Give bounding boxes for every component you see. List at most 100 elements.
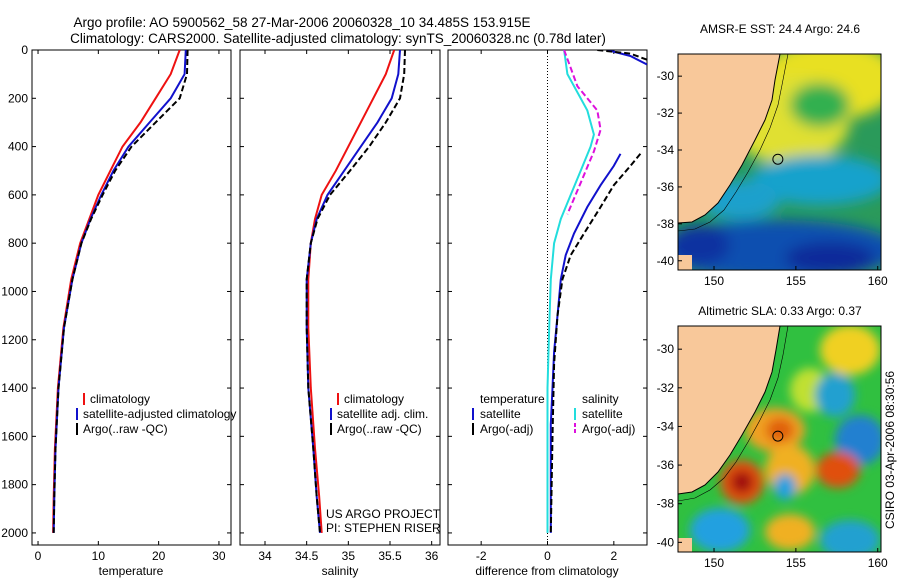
sla-mid-core	[766, 418, 794, 442]
map-x-tick-label: 160	[868, 556, 888, 570]
sst-cold-sw	[678, 225, 730, 265]
x-tick-label: 2	[610, 549, 617, 563]
map-x-tick-label: 160	[868, 274, 888, 288]
sst-shelf-line	[678, 54, 789, 232]
y-tick-label: 1600	[1, 429, 28, 443]
series-line-climatology	[52, 50, 181, 533]
x-tick-label: 0	[35, 549, 42, 563]
temperature-panel: 0 10 20 30 0 200 400 600 800 1000 1200 1400 1600 1800…	[1, 43, 236, 578]
title-line-2: Climatology: CARS2000. Satellite-adjuste…	[70, 31, 606, 46]
map-y-tick-label: -36	[657, 458, 675, 472]
sla-warm-south	[765, 514, 815, 550]
sla-map-panel: Altimetric SLA: 0.33 Argo: 0.37	[657, 304, 888, 570]
map-y-tick-label: -36	[657, 180, 675, 194]
x-tick-label: -2	[476, 549, 487, 563]
map-y-tick-label: -34	[657, 419, 675, 433]
sla-map-ticks: 150 155 160 -30 -32 -34 -36 -38 -40	[657, 342, 888, 570]
map-y-tick-label: -38	[657, 497, 675, 511]
y-tick-label: 2000	[1, 526, 28, 540]
map-y-tick-label: -30	[657, 342, 675, 356]
sla-land	[678, 326, 780, 494]
x-tick-label: 36	[425, 549, 439, 563]
x-tick-label: 35.5	[378, 549, 402, 563]
salinity-ticks: 34 34.5 35 35.5 36	[240, 49, 440, 563]
salinity-xlabel: salinity	[322, 564, 359, 578]
legend-label-sal-argo: Argo(-adj)	[582, 422, 635, 436]
difference-legend: temperature satellite Argo(-adj) salinit…	[472, 392, 635, 436]
x-tick-label: 10	[92, 549, 106, 563]
map-x-tick-label: 150	[704, 556, 724, 570]
temperature-axes-frame	[31, 49, 232, 546]
legend-label-sal-satellite: satellite	[582, 407, 623, 421]
difference-lines	[546, 50, 647, 533]
y-tick-label: 800	[8, 236, 28, 250]
sla-low-center	[774, 474, 796, 500]
legend-label-argo: Argo(..raw -QC)	[337, 422, 422, 436]
y-tick-label: 200	[8, 91, 28, 105]
salinity-axes-frame	[239, 49, 441, 546]
series-line-salinity-argo-adj-	[563, 50, 602, 215]
x-tick-label: 34	[258, 549, 272, 563]
sla-land-corner	[678, 538, 692, 552]
legend-label-argo: Argo(..raw -QC)	[83, 422, 168, 436]
legend-label-climatology: climatology	[90, 392, 150, 406]
map-y-tick-label: -38	[657, 217, 675, 231]
sla-low-n	[815, 373, 855, 417]
legend-header-temperature: temperature	[480, 392, 545, 406]
y-tick-label: 600	[8, 188, 28, 202]
series-line-satellite-adjusted-climatology	[52, 50, 187, 533]
legend-label-climatology: climatology	[344, 392, 404, 406]
salinity-lines	[305, 50, 406, 533]
y-tick-label: 1400	[1, 381, 28, 395]
sst-map-ticks: 150 155 160 -30 -32 -34 -36 -38 -40	[657, 69, 888, 288]
sla-map-frame	[677, 325, 882, 553]
temperature-legend: climatology satellite-adjusted climatolo…	[76, 392, 236, 436]
x-tick-label: 34.5	[295, 549, 319, 563]
sst-map-title: AMSR-E SST: 24.4 Argo: 24.6	[700, 22, 860, 36]
series-line-salinity-satellite	[546, 50, 595, 533]
sla-cool-se	[820, 520, 880, 552]
sst-coastline	[678, 54, 781, 224]
series-line-argo-raw-qc-	[305, 50, 406, 533]
map-x-tick-label: 150	[704, 274, 724, 288]
temperature-xlabel: temperature	[99, 564, 164, 578]
sla-shelf-line	[678, 326, 789, 502]
y-tick-label: 1200	[1, 333, 28, 347]
x-tick-label: 30	[212, 549, 226, 563]
credit-line-1: US ARGO PROJECT	[326, 507, 441, 521]
sst-land	[678, 54, 780, 223]
sst-cool-mid	[750, 155, 881, 205]
sla-coastline	[678, 326, 781, 495]
side-timestamp: CSIRO 03-Apr-2006 08:30:56	[883, 371, 897, 529]
y-tick-label: 1000	[1, 284, 28, 298]
legend-label-satellite: satellite-adjusted climatology	[83, 407, 236, 421]
legend-header-salinity: salinity	[582, 392, 619, 406]
map-x-tick-label: 155	[786, 556, 806, 570]
sst-land-corner	[678, 255, 692, 270]
map-x-tick-label: 155	[786, 274, 806, 288]
x-tick-label: 35	[342, 549, 356, 563]
y-tick-label: 0	[21, 43, 28, 57]
sla-field	[678, 326, 881, 552]
y-tick-label: 400	[8, 140, 28, 154]
legend-label-satellite: satellite adj. clim.	[337, 407, 428, 421]
sla-argo-location-marker	[772, 430, 784, 442]
difference-ticks: -2 0 2	[448, 49, 647, 563]
sla-max-core	[731, 471, 753, 493]
sla-low-sw	[690, 508, 750, 552]
sst-map-panel: AMSR-E SST: 24.4 Argo: 24.6 150 155 160 -30…	[657, 22, 888, 288]
sla-low-east	[835, 415, 881, 465]
series-line-climatology	[307, 50, 396, 533]
x-tick-label: 0	[544, 549, 551, 563]
map-y-tick-label: -34	[657, 143, 675, 157]
temperature-ticks: 0 10 20 30 0 200 400 600 800 1000 1200 1400 1600 1800…	[1, 43, 231, 563]
x-tick-label: 20	[152, 549, 166, 563]
series-line-temperature-satellite	[549, 153, 622, 533]
series-line-temperature-argo-adj-	[549, 153, 642, 533]
legend-label-temp-argo: Argo(-adj)	[480, 422, 533, 436]
sla-map-title: Altimetric SLA: 0.33 Argo: 0.37	[698, 304, 862, 318]
salinity-legend: climatology satellite adj. clim. Argo(..…	[330, 392, 428, 436]
map-y-tick-label: -30	[657, 69, 675, 83]
map-y-tick-label: -40	[657, 535, 675, 549]
